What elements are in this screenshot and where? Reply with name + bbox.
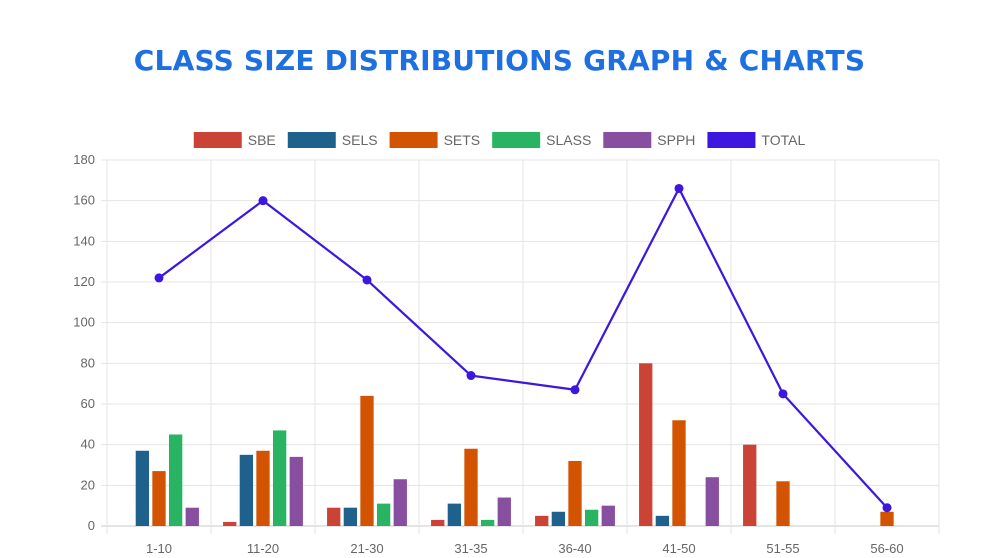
bar-sbe [743,444,757,526]
bar-slass [480,519,495,526]
legend-label-slass: SLASS [546,132,591,148]
x-tick-label: 11-20 [247,541,279,556]
legend-label-sbe: SBE [248,132,276,148]
y-tick-label: 180 [73,152,95,167]
bar-sets [464,448,478,526]
y-tick-label: 120 [73,274,95,289]
y-tick-label: 40 [81,437,95,452]
point-total [882,503,892,513]
bar-spph [289,456,303,526]
legend-swatch-sets [389,132,438,148]
legend-label-total: TOTAL [761,132,805,148]
page-title: CLASS SIZE DISTRIBUTIONS GRAPH & CHARTS [133,44,866,77]
x-tick-label: 36-40 [558,541,591,556]
legend-label-sels: SELS [342,132,378,148]
x-tick-label: 51-55 [766,541,799,556]
point-total [466,371,476,381]
legend-swatch-total [707,132,756,148]
bar-sels [655,515,670,526]
point-total [570,385,580,395]
point-total [778,389,788,399]
point-total [258,196,268,206]
x-tick-label: 21-30 [350,541,383,556]
bar-slass [168,434,183,526]
legend-swatch-sbe [193,132,242,148]
legend-label-spph: SPPH [657,132,695,148]
bar-spph [705,477,719,526]
point-total [154,273,164,283]
y-tick-label: 20 [81,477,95,492]
bar-sbe [431,519,445,526]
bar-sels [447,503,462,526]
bar-spph [185,507,199,526]
bar-sels [239,454,254,526]
point-total [674,183,684,193]
bar-sets [776,481,790,526]
bar-slass [376,503,391,526]
bar-sels [135,450,150,526]
y-tick-label: 160 [73,193,95,208]
bar-sets [672,420,686,526]
bar-sbe [639,363,653,526]
bar-spph [497,497,511,526]
point-total [362,275,372,285]
x-tick-label: 56-60 [870,541,903,556]
x-tick-label: 1-10 [146,541,172,556]
y-tick-label: 140 [73,233,95,248]
bar-sets [880,511,894,526]
bar-sets [568,460,582,526]
bar-slass [272,430,287,526]
x-tick-label: 41-50 [662,541,695,556]
bar-sbe [327,507,341,526]
line-total [158,186,888,509]
bar-sbe [223,521,237,526]
bar-sels [551,511,566,526]
legend-swatch-slass [492,132,541,148]
y-tick-label: 60 [81,396,95,411]
bar-spph [393,479,407,526]
legend-swatch-spph [603,132,652,148]
legend-label-sets: SETS [444,132,481,148]
bar-slass [584,509,599,526]
y-tick-label: 0 [88,518,95,533]
bar-sets [152,471,166,526]
bar-sbe [535,515,549,526]
y-tick-label: 80 [81,355,95,370]
bar-sets [360,395,374,526]
legend-swatch-sels [287,132,336,148]
bar-spph [601,505,615,526]
y-tick-label: 100 [73,315,95,330]
bar-sels [343,507,358,526]
bar-sets [256,450,270,526]
x-tick-label: 31-35 [454,541,487,556]
